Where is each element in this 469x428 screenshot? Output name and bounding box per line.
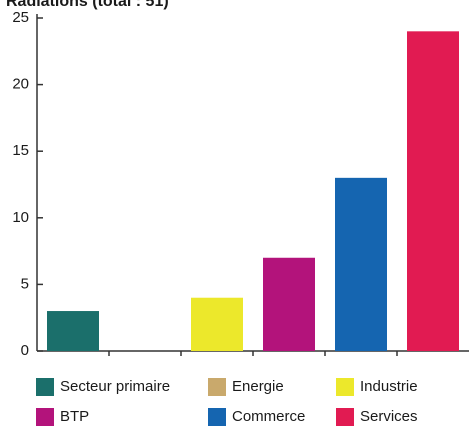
bar [335, 177, 387, 351]
y-tick-label: 5 [21, 275, 29, 292]
legend-swatch [208, 378, 226, 396]
legend-label: Secteur primaire [60, 378, 170, 395]
bar [47, 311, 99, 351]
bar [407, 31, 459, 351]
bar [263, 257, 315, 351]
legend-swatch [36, 408, 54, 426]
legend-label: Energie [232, 378, 284, 395]
legend-swatch [208, 408, 226, 426]
y-tick-label: 15 [12, 142, 29, 159]
y-tick-label: 10 [12, 209, 29, 226]
legend-swatch [36, 378, 54, 396]
bar [191, 297, 243, 351]
legend-label: Services [360, 408, 418, 425]
chart-title: Radiations (total : 51) [6, 0, 169, 10]
legend-label: Commerce [232, 408, 305, 425]
y-tick-label: 20 [12, 76, 29, 93]
legend-label: BTP [60, 408, 89, 425]
legend-label: Industrie [360, 378, 418, 395]
y-tick-label: 0 [21, 342, 29, 359]
legend-swatch [336, 408, 354, 426]
legend-swatch [336, 378, 354, 396]
y-tick-label: 25 [12, 9, 29, 26]
